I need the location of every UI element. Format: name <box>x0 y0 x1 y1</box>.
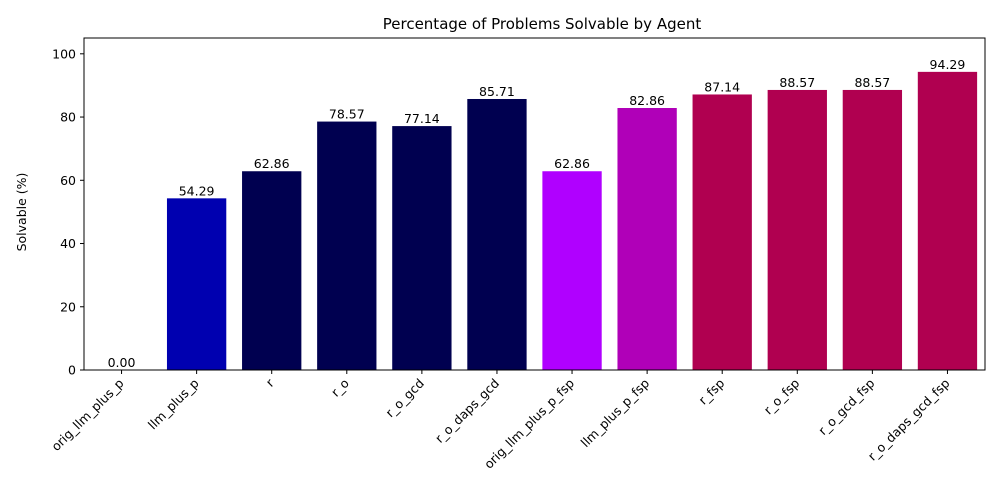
bar-llm_plus_p <box>166 198 227 370</box>
data-label-r_fsp: 87.14 <box>704 79 740 94</box>
x-tick-label: r <box>263 375 278 390</box>
x-tick-label: r_fsp <box>695 375 727 407</box>
bars-layer <box>166 71 978 371</box>
x-tick-label: r_o_daps_gcd <box>432 376 502 446</box>
data-label-llm_plus_p: 54.29 <box>179 183 215 198</box>
x-tick-label: orig_llm_plus_p <box>48 375 126 453</box>
x-tick-label: r_o_fsp <box>761 375 803 417</box>
data-label-r_o: 78.57 <box>329 107 365 122</box>
axes-frame <box>83 37 986 371</box>
data-label-r_o_daps_gcd_fsp: 94.29 <box>930 57 966 72</box>
chart-title: Percentage of Problems Solvable by Agent <box>383 15 702 33</box>
data-label-r_o_daps_gcd: 85.71 <box>479 84 515 99</box>
x-tick-label: r_o_gcd <box>382 376 427 421</box>
data-label-r: 62.86 <box>254 156 290 171</box>
bar-r <box>242 171 302 370</box>
bar-r_o <box>317 121 377 370</box>
bar-llm_plus_p_fsp <box>617 108 677 370</box>
x-tick-label: r_o_daps_gcd_fsp <box>865 375 953 463</box>
x-tick-label: llm_plus_p <box>145 375 202 432</box>
y-tick-label: 100 <box>52 46 76 61</box>
y-axis: 0 20 40 60 80 100 <box>52 46 84 378</box>
plot-frame <box>83 37 986 371</box>
y-axis-label: Solvable (%) <box>14 173 29 252</box>
x-tick-label: r_o_gcd_fsp <box>815 375 877 437</box>
y-tick-label: 20 <box>60 299 76 314</box>
data-label-orig_llm_plus_p: 0.00 <box>108 355 136 370</box>
bar-r_o_fsp <box>767 89 827 370</box>
y-tick-label: 0 <box>68 363 76 378</box>
data-label-r_o_gcd: 77.14 <box>404 111 440 126</box>
data-label-r_o_gcd_fsp: 88.57 <box>854 75 890 90</box>
data-label-orig_llm_plus_p_fsp: 62.86 <box>554 156 590 171</box>
y-tick-label: 80 <box>60 110 76 125</box>
x-axis: orig_llm_plus_p llm_plus_p r r_o r_o_gcd r_o_… <box>48 370 953 472</box>
bar-r_o_gcd_fsp <box>842 89 903 370</box>
bar-orig_llm_plus_p_fsp <box>542 171 602 370</box>
data-label-llm_plus_p_fsp: 82.86 <box>629 93 665 108</box>
bar-r_o_daps_gcd <box>467 98 527 371</box>
bar-r_o_gcd <box>392 126 452 370</box>
data-label-r_o_fsp: 88.57 <box>779 75 815 90</box>
data-labels-layer: 0.00 54.29 62.86 78.57 77.14 85.71 62.86 82.86 8… <box>108 57 966 370</box>
bar-r_o_daps_gcd_fsp <box>917 71 978 370</box>
x-tick-label: r_o <box>328 376 352 400</box>
x-tick-label: llm_plus_p_fsp <box>578 375 653 450</box>
y-tick-label: 60 <box>60 173 76 188</box>
y-tick-label: 40 <box>60 236 76 251</box>
bar-r_fsp <box>692 94 752 370</box>
